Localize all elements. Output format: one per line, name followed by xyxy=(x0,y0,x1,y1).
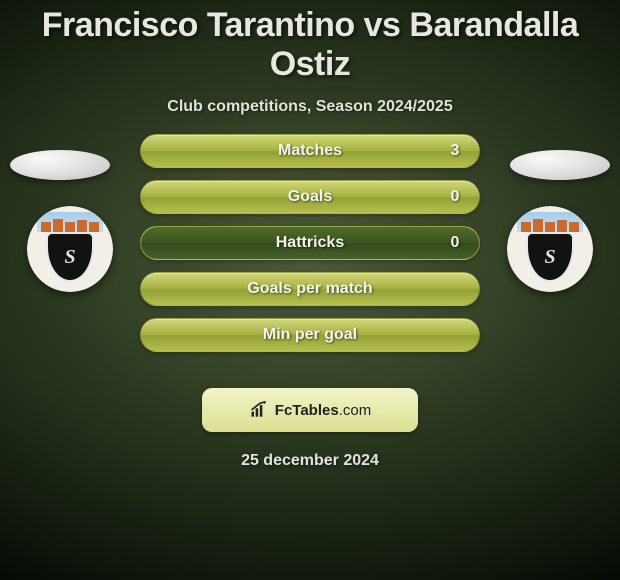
banner-text: FcTables.com xyxy=(275,402,371,419)
stat-bar-label: Matches xyxy=(141,135,479,167)
player-left-column: S xyxy=(0,150,115,292)
chart-icon xyxy=(249,400,269,420)
player-right-column: S xyxy=(505,150,620,292)
stat-bars: Matches3Goals0Hattricks0Goals per matchM… xyxy=(140,134,480,364)
stat-bar: Matches3 xyxy=(140,134,480,168)
stat-bar: Goals per match xyxy=(140,272,480,306)
stat-bar-right-value: 0 xyxy=(435,227,475,259)
player-right-club-badge: S xyxy=(507,206,593,292)
stat-bar: Hattricks0 xyxy=(140,226,480,260)
stat-bar-label: Goals per match xyxy=(141,273,479,305)
player-left-avatar xyxy=(10,150,110,180)
stat-bar-label: Hattricks xyxy=(141,227,479,259)
banner-suffix: .com xyxy=(339,402,372,419)
club-badge-letter: S xyxy=(64,246,75,269)
stat-bar-right-value: 3 xyxy=(435,135,475,167)
stat-bar-label: Min per goal xyxy=(141,319,479,351)
stat-bar: Min per goal xyxy=(140,318,480,352)
banner-brand: FcTables xyxy=(275,402,339,419)
date-label: 25 december 2024 xyxy=(0,452,620,470)
player-left-club-badge: S xyxy=(27,206,113,292)
club-badge-letter: S xyxy=(544,246,555,269)
page-title: Francisco Tarantino vs Barandalla Ostiz xyxy=(0,0,620,84)
comparison-area: S S Matches3Goals0Hattricks0Goals per ma… xyxy=(0,150,620,380)
player-right-avatar xyxy=(510,150,610,180)
subtitle: Club competitions, Season 2024/2025 xyxy=(0,98,620,116)
source-banner[interactable]: FcTables.com xyxy=(202,388,418,432)
stat-bar-right-value: 0 xyxy=(435,181,475,213)
stat-bar-label: Goals xyxy=(141,181,479,213)
stat-bar: Goals0 xyxy=(140,180,480,214)
